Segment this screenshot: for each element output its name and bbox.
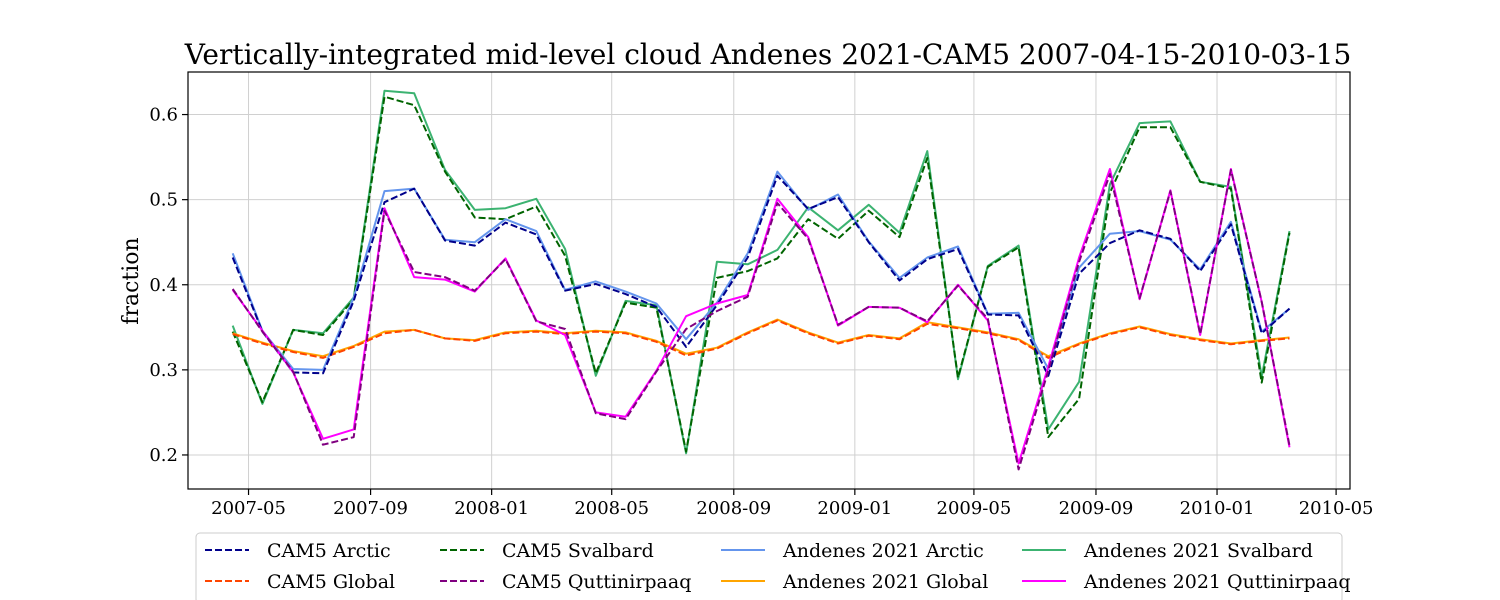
- x-tick-label: 2007-09: [333, 498, 408, 519]
- series-lines: [231, 89, 1291, 471]
- x-tick-label: 2008-01: [454, 498, 529, 519]
- legend-label: CAM5 Global: [267, 571, 395, 593]
- legend-label: CAM5 Arctic: [267, 540, 391, 562]
- series-line-andenes-2021-svalbard: [231, 89, 1291, 455]
- x-tick-label: 2009-05: [937, 498, 1012, 519]
- series-line-cam5-svalbard: [231, 95, 1291, 453]
- legend-label: Andenes 2021 Quttinirpaaq: [1083, 571, 1351, 593]
- x-tick-label: 2009-01: [817, 498, 892, 519]
- legend-label: CAM5 Svalbard: [502, 540, 654, 562]
- series-line-andenes-2021-quttinirpaaq: [231, 168, 1291, 465]
- y-tick-label: 0.5: [149, 190, 178, 211]
- x-tick-label: 2008-05: [574, 498, 649, 519]
- y-tick-label: 0.3: [149, 360, 178, 381]
- legend-label: Andenes 2021 Arctic: [782, 540, 984, 562]
- axis-ticks: 2007-05 2007-09 2008-01 2008-05 2008-09 2009-…: [149, 105, 1373, 519]
- legend-label: Andenes 2021 Svalbard: [1083, 540, 1313, 562]
- series-line-andenes-2021-global: [232, 318, 1290, 358]
- x-tick-label: 2010-01: [1180, 498, 1255, 519]
- chart-title: Vertically-integrated mid-level cloud An…: [184, 38, 1352, 71]
- series-line-andenes-2021-arctic: [231, 170, 1291, 371]
- x-tick-label: 2007-05: [211, 498, 286, 519]
- grid: [188, 72, 1350, 489]
- x-tick-label: 2008-09: [696, 498, 771, 519]
- y-tick-label: 0.2: [149, 445, 178, 466]
- x-tick-label: 2010-05: [1299, 498, 1374, 519]
- y-axis-label: fraction: [119, 237, 144, 324]
- y-tick-label: 0.4: [149, 275, 178, 296]
- plot-area-frame: [187, 71, 1351, 490]
- series-line-cam5-quttinirpaaq: [231, 168, 1291, 471]
- series-line-cam5-global: [232, 319, 1290, 359]
- series-line-cam5-arctic: [231, 174, 1291, 377]
- legend: CAM5 Arctic CAM5 Global CAM5 Svalbard CAM5 …: [195, 532, 1351, 600]
- x-tick-label: 2009-09: [1059, 498, 1134, 519]
- legend-label: CAM5 Quttinirpaaq: [502, 571, 691, 593]
- y-tick-label: 0.6: [149, 105, 178, 126]
- legend-label: Andenes 2021 Global: [782, 571, 988, 593]
